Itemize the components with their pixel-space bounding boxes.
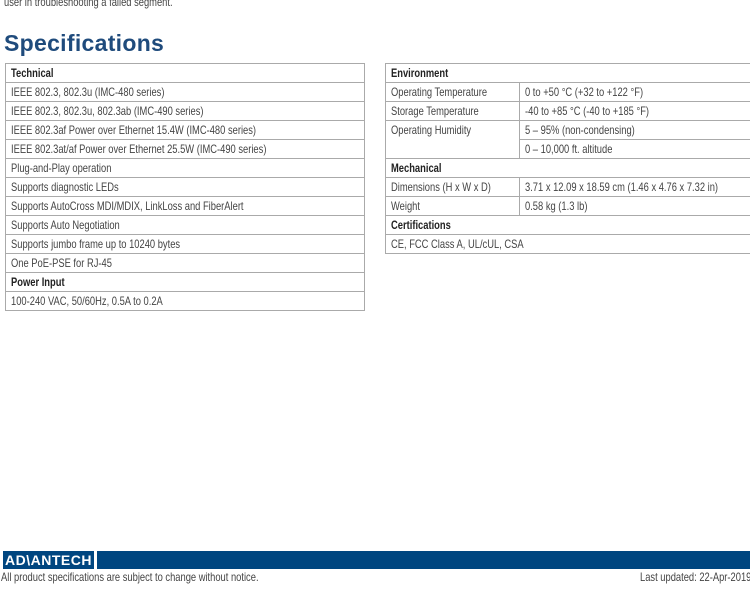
section-header-mechanical: Mechanical [385, 158, 750, 178]
spec-label: Operating Humidity [384, 120, 521, 159]
environment-spec-table: Environment Operating Temperature 0 to +… [384, 63, 750, 254]
footer-notice: All product specifications are subject t… [1, 570, 259, 584]
spec-row: IEEE 802.3at/af Power over Ethernet 25.5… [5, 139, 365, 159]
spec-label: Dimensions (H x W x D) [384, 177, 521, 197]
spec-row: Supports Auto Negotiation [5, 215, 365, 235]
spec-row: Weight 0.58 kg (1.3 lb) [384, 196, 750, 216]
section-header-technical: Technical [5, 63, 365, 83]
spec-row: IEEE 802.3af Power over Ethernet 15.4W (… [5, 120, 365, 140]
page-title: Specifications [4, 30, 165, 56]
spec-row: Plug-and-Play operation [5, 158, 365, 178]
section-header-environment: Environment [385, 63, 750, 83]
technical-spec-table: Technical IEEE 802.3, 802.3u (IMC-480 se… [5, 63, 365, 311]
spec-value: 5 – 95% (non-condensing) [519, 120, 750, 140]
intro-text: user in troubleshooting a failed segment… [4, 0, 173, 9]
footer-last-updated: Last updated: 22-Apr-2019 [640, 570, 750, 584]
spec-value: -40 to +85 °C (-40 to +185 °F) [519, 101, 750, 121]
spec-row: CE, FCC Class A, UL/cUL, CSA [385, 234, 750, 254]
spec-row: IEEE 802.3, 802.3u (IMC-480 series) [5, 82, 365, 102]
spec-row: Operating Humidity 5 – 95% (non-condensi… [384, 120, 750, 159]
spec-label: Weight [384, 196, 521, 216]
section-header-power-input: Power Input [5, 272, 365, 292]
advantech-logo: AD\ANTECH [3, 551, 94, 569]
spec-value: 3.71 x 12.09 x 18.59 cm (1.46 x 4.76 x 7… [519, 177, 750, 197]
spec-value: 0 – 10,000 ft. altitude [519, 139, 750, 159]
spec-row: Supports diagnostic LEDs [5, 177, 365, 197]
footer-bar [97, 551, 750, 569]
spec-row: Dimensions (H x W x D) 3.71 x 12.09 x 18… [384, 177, 750, 197]
spec-row: Supports AutoCross MDI/MDIX, LinkLoss an… [5, 196, 365, 216]
spec-row: Storage Temperature -40 to +85 °C (-40 t… [384, 101, 750, 121]
spec-row: IEEE 802.3, 802.3u, 802.3ab (IMC-490 ser… [5, 101, 365, 121]
spec-row: One PoE-PSE for RJ-45 [5, 253, 365, 273]
spec-label: Operating Temperature [384, 82, 521, 102]
spec-row: 100-240 VAC, 50/60Hz, 0.5A to 0.2A [5, 291, 365, 311]
spec-value: 0.58 kg (1.3 lb) [519, 196, 750, 216]
section-header-certifications: Certifications [385, 215, 750, 235]
spec-row: Supports jumbo frame up to 10240 bytes [5, 234, 365, 254]
spec-row: Operating Temperature 0 to +50 °C (+32 t… [384, 82, 750, 102]
spec-value: 0 to +50 °C (+32 to +122 °F) [519, 82, 750, 102]
spec-label: Storage Temperature [384, 101, 521, 121]
